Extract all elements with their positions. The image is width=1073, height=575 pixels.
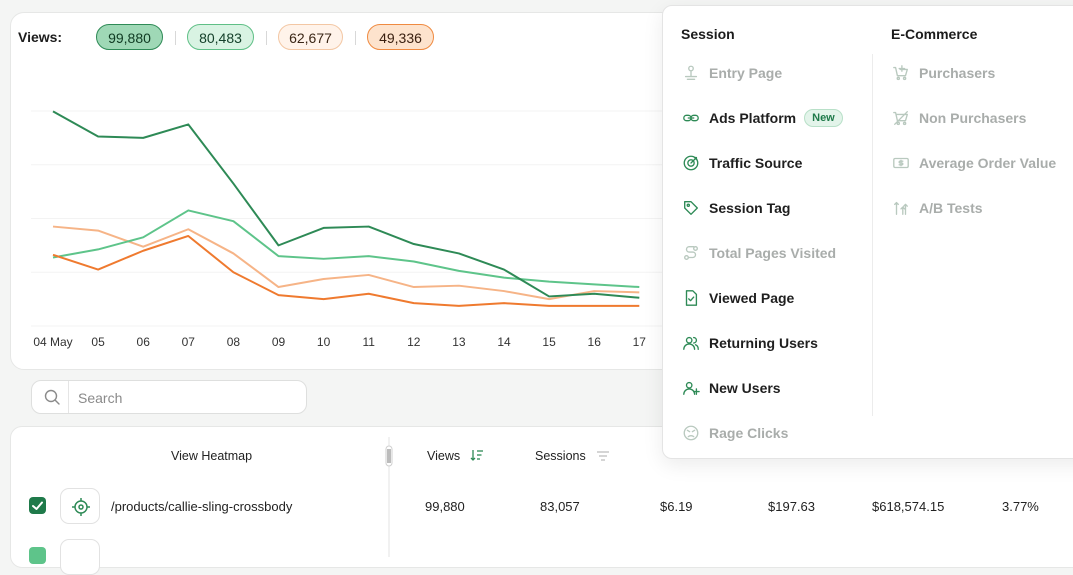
x-tick-label: 13: [452, 335, 466, 349]
menu-item-label: Ads Platform: [709, 110, 797, 126]
filter-dropdown-menu: Session E-Commerce Entry Page Ads Platfor…: [662, 5, 1073, 459]
x-tick-label: 11: [362, 335, 375, 349]
search-input[interactable]: [76, 387, 300, 409]
angry-face-icon: [681, 423, 701, 443]
views-series-pill[interactable]: 99,880: [96, 24, 163, 50]
menu-item-label: Entry Page: [709, 65, 783, 81]
sort-descending-icon[interactable]: [470, 449, 484, 464]
menu-item-a-b-tests[interactable]: A/B Tests: [891, 196, 983, 220]
menu-item-label: Session Tag: [709, 200, 791, 216]
crosshair-target-icon: [72, 498, 90, 516]
sessions-header-label: Sessions: [535, 449, 586, 463]
entry-page-icon: [681, 63, 701, 83]
sessions-column-header[interactable]: Sessions: [535, 449, 610, 464]
session-section-title: Session: [681, 26, 735, 42]
ab-test-icon: [891, 198, 911, 218]
views-label: Views:: [18, 29, 63, 45]
menu-item-entry-page[interactable]: Entry Page: [681, 61, 782, 85]
line-chart: 04 May 05 06 07 08 09 10 11 12 13 14 15 16 17: [31, 110, 671, 349]
page-check-icon: [681, 288, 701, 308]
user-plus-icon: [681, 378, 701, 398]
menu-item-purchasers[interactable]: Purchasers: [891, 61, 995, 85]
menu-item-label: Rage Clicks: [709, 425, 789, 441]
x-tick-label: 12: [407, 335, 421, 349]
menu-item-label: A/B Tests: [919, 200, 983, 216]
sessions-cell: 83,057: [540, 499, 580, 514]
menu-item-label: Viewed Page: [709, 290, 795, 306]
menu-item-total-pages-visited[interactable]: Total Pages Visited: [681, 241, 836, 265]
users-icon: [681, 333, 701, 353]
view-heatmap-button[interactable]: [60, 488, 100, 524]
menu-item-label: Purchasers: [919, 65, 996, 81]
menu-item-label: Total Pages Visited: [709, 245, 837, 261]
menu-item-label: Non Purchasers: [919, 110, 1027, 126]
column-resize-handle[interactable]: [385, 437, 393, 557]
menu-item-label: Traffic Source: [709, 155, 803, 171]
search-icon: [44, 389, 60, 410]
views-series-pill[interactable]: 80,483: [187, 24, 254, 50]
menu-item-session-tag[interactable]: Session Tag: [681, 196, 790, 220]
views-cell: 99,880: [425, 499, 465, 514]
row-checkbox[interactable]: [29, 497, 46, 514]
x-tick-label: 04 May: [33, 335, 72, 349]
x-tick-label: 05: [91, 335, 105, 349]
series-line-3: [52, 234, 640, 307]
cart-plus-icon: [891, 63, 911, 83]
metric-cell: 3.77%: [1002, 499, 1039, 514]
dollar-bill-icon: [891, 153, 911, 173]
search-field[interactable]: [31, 380, 307, 414]
views-series-pill[interactable]: 49,336: [367, 24, 434, 50]
x-tick-label: 08: [227, 335, 241, 349]
view-heatmap-button[interactable]: [60, 539, 100, 575]
menu-item-ads-platform[interactable]: Ads Platform New: [681, 106, 843, 130]
view-heatmap-header: View Heatmap: [171, 449, 253, 463]
menu-item-traffic-source[interactable]: Traffic Source: [681, 151, 802, 175]
menu-item-label: Returning Users: [709, 335, 818, 351]
menu-item-non-purchasers[interactable]: Non Purchasers: [891, 106, 1026, 130]
cart-off-icon: [891, 108, 911, 128]
x-tick-label: 06: [137, 335, 151, 349]
menu-item-new-users[interactable]: New Users: [681, 376, 781, 400]
menu-item-label: Average Order Value: [919, 155, 1057, 171]
tag-icon: [681, 198, 701, 218]
x-tick-label: 07: [182, 335, 196, 349]
menu-item-label: New Users: [709, 380, 781, 396]
ecommerce-section-title: E-Commerce: [891, 26, 978, 42]
series-line-2: [52, 225, 640, 301]
target-icon: [681, 153, 701, 173]
views-column-header[interactable]: Views: [427, 449, 484, 464]
x-tick-label: 15: [542, 335, 556, 349]
x-tick-label: 17: [633, 335, 647, 349]
metric-cell: $6.19: [660, 499, 693, 514]
menu-item-rage-clicks[interactable]: Rage Clicks: [681, 421, 788, 445]
new-badge: New: [804, 109, 843, 127]
menu-item-returning-users[interactable]: Returning Users: [681, 331, 818, 355]
row-checkbox[interactable]: [29, 547, 46, 564]
metric-cell: $197.63: [768, 499, 815, 514]
x-tick-label: 09: [272, 335, 286, 349]
x-tick-label: 14: [497, 335, 511, 349]
link-icon: [681, 108, 701, 128]
x-tick-label: 10: [317, 335, 331, 349]
check-icon: [32, 501, 43, 510]
menu-item-average-order-value[interactable]: Average Order Value: [891, 151, 1056, 175]
menu-item-viewed-page[interactable]: Viewed Page: [681, 286, 794, 310]
metric-cell: $618,574.15: [872, 499, 945, 514]
views-header-label: Views: [427, 449, 461, 463]
route-icon: [681, 243, 701, 263]
filter-icon[interactable]: [597, 450, 610, 464]
series-line-1: [52, 209, 640, 289]
x-tick-label: 16: [588, 335, 602, 349]
page-path-link[interactable]: /products/callie-sling-crossbody: [111, 499, 293, 514]
views-series-pill[interactable]: 62,677: [278, 24, 343, 50]
series-line-0: [52, 110, 640, 299]
